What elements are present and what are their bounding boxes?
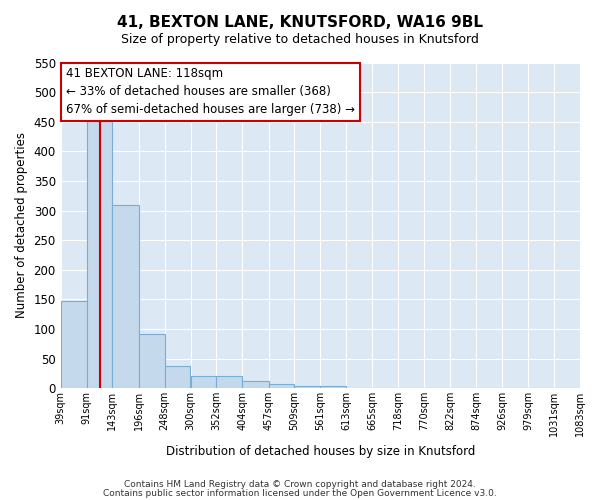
Bar xyxy=(191,376,217,388)
Bar xyxy=(242,381,269,388)
Bar xyxy=(269,384,295,388)
Text: Contains HM Land Registry data © Crown copyright and database right 2024.: Contains HM Land Registry data © Crown c… xyxy=(124,480,476,489)
Bar xyxy=(61,300,86,388)
Bar xyxy=(217,376,242,388)
Bar xyxy=(86,118,112,388)
Bar xyxy=(164,366,190,388)
Bar xyxy=(139,334,164,388)
Y-axis label: Number of detached properties: Number of detached properties xyxy=(15,132,28,318)
Text: 41, BEXTON LANE, KNUTSFORD, WA16 9BL: 41, BEXTON LANE, KNUTSFORD, WA16 9BL xyxy=(117,15,483,30)
Bar xyxy=(295,386,320,388)
Bar xyxy=(112,204,139,388)
Bar xyxy=(320,386,346,388)
Text: Contains public sector information licensed under the Open Government Licence v3: Contains public sector information licen… xyxy=(103,488,497,498)
X-axis label: Distribution of detached houses by size in Knutsford: Distribution of detached houses by size … xyxy=(166,444,475,458)
Text: Size of property relative to detached houses in Knutsford: Size of property relative to detached ho… xyxy=(121,32,479,46)
Text: 41 BEXTON LANE: 118sqm
← 33% of detached houses are smaller (368)
67% of semi-de: 41 BEXTON LANE: 118sqm ← 33% of detached… xyxy=(66,68,355,116)
